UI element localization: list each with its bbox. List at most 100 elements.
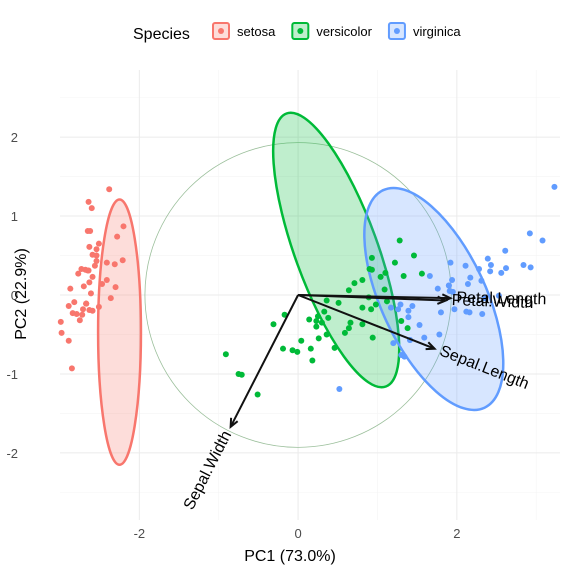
point-setosa: [95, 303, 102, 310]
point-virginica: [387, 304, 394, 311]
point-versicolor: [404, 325, 411, 332]
legend-key-point: [218, 28, 224, 34]
point-virginica: [487, 262, 494, 268]
point-setosa: [78, 265, 85, 272]
point-setosa: [71, 299, 78, 306]
x-tick-label: -2: [134, 526, 146, 541]
point-setosa: [68, 365, 75, 372]
point-virginica: [426, 273, 433, 280]
point-versicolor: [314, 313, 321, 320]
point-versicolor: [307, 345, 314, 352]
point-virginica: [526, 230, 533, 237]
y-tick-label: 0: [11, 288, 18, 303]
point-versicolor: [254, 391, 261, 398]
point-virginica: [479, 310, 486, 317]
point-setosa: [99, 280, 106, 287]
point-setosa: [79, 311, 86, 318]
point-versicolor: [372, 301, 379, 308]
point-setosa: [57, 318, 64, 325]
point-virginica: [481, 295, 488, 302]
point-setosa: [93, 252, 100, 259]
point-versicolor: [313, 318, 320, 325]
point-versicolor: [298, 337, 305, 344]
point-setosa: [103, 277, 110, 283]
point-virginica: [466, 309, 473, 316]
point-setosa: [103, 259, 110, 266]
point-versicolor: [398, 318, 405, 325]
data-points: [57, 183, 558, 398]
point-virginica: [484, 255, 491, 262]
point-virginica: [551, 183, 558, 190]
x-axis-title: PC1 (73.0%): [244, 548, 336, 565]
point-setosa: [88, 205, 95, 212]
point-versicolor: [270, 321, 277, 328]
vector-Sepal.Length: [297, 294, 435, 350]
point-versicolor: [323, 297, 330, 304]
point-versicolor: [318, 319, 325, 326]
point-versicolor: [238, 371, 245, 378]
point-setosa: [85, 198, 92, 205]
point-virginica: [409, 303, 416, 310]
point-setosa: [85, 267, 92, 274]
legend-key-point: [393, 28, 400, 34]
point-versicolor: [306, 316, 313, 323]
vector-arrowhead: [229, 417, 239, 430]
point-setosa: [80, 283, 87, 290]
point-versicolor: [325, 314, 332, 321]
point-setosa: [83, 300, 90, 307]
point-setosa: [65, 303, 72, 310]
point-virginica: [520, 262, 527, 268]
point-setosa: [80, 306, 87, 313]
point-versicolor: [323, 331, 330, 338]
point-setosa: [58, 329, 65, 336]
point-virginica: [445, 282, 452, 289]
point-versicolor: [359, 304, 366, 311]
legend-key-point: [297, 28, 304, 34]
point-virginica: [464, 280, 471, 287]
point-versicolor: [347, 319, 354, 326]
point-versicolor: [383, 298, 390, 305]
y-tick-label: -2: [6, 446, 18, 461]
point-virginica: [436, 331, 443, 338]
point-setosa: [76, 317, 83, 324]
legend-label: versicolor: [316, 24, 372, 39]
legend-label: virginica: [413, 24, 461, 39]
point-setosa: [75, 270, 82, 277]
point-versicolor: [309, 357, 316, 364]
point-versicolor: [377, 273, 384, 280]
point-setosa: [91, 262, 98, 269]
point-setosa: [93, 246, 100, 253]
point-virginica: [478, 277, 485, 284]
ellipse-versicolor: [271, 111, 401, 389]
point-versicolor: [345, 325, 352, 332]
point-virginica: [416, 322, 423, 328]
point-setosa: [120, 223, 127, 230]
x-tick-label: 0: [294, 526, 301, 541]
point-versicolor: [341, 329, 348, 336]
point-setosa: [87, 290, 94, 297]
legend: Species setosa versicolor virginica: [133, 22, 461, 43]
grid: [60, 70, 560, 520]
point-virginica: [398, 352, 405, 358]
point-virginica: [527, 264, 534, 271]
point-versicolor: [351, 280, 358, 287]
point-setosa: [95, 240, 102, 247]
point-virginica: [421, 334, 428, 341]
point-setosa: [89, 273, 96, 280]
point-versicolor: [391, 259, 398, 266]
point-versicolor: [294, 348, 301, 355]
point-virginica: [434, 285, 441, 292]
point-versicolor: [335, 299, 342, 306]
point-virginica: [336, 385, 343, 392]
vector-arrowhead: [425, 341, 437, 351]
point-versicolor: [381, 286, 388, 293]
legend-label: setosa: [237, 24, 276, 39]
point-versicolor: [345, 287, 352, 294]
point-versicolor: [289, 347, 296, 354]
point-virginica: [495, 292, 502, 299]
point-setosa: [93, 258, 100, 265]
point-setosa: [89, 307, 96, 314]
correlation-circle: [144, 142, 452, 448]
point-versicolor: [369, 334, 376, 341]
